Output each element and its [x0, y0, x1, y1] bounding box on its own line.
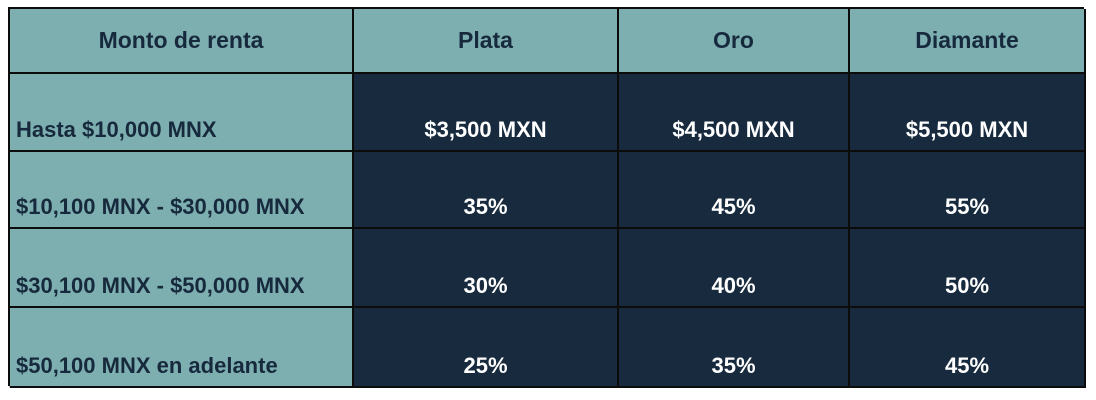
- cell-row1-diamante: $5,500 MXN: [850, 74, 1086, 152]
- cell-row3-diamante: 50%: [850, 229, 1086, 308]
- column-header-plata: Plata: [354, 9, 619, 74]
- cell-row4-diamante: 45%: [850, 308, 1086, 388]
- column-header-monto-de-renta: Monto de renta: [10, 9, 354, 74]
- row-label-hasta-10000: Hasta $10,000 MNX: [10, 74, 354, 152]
- cell-row3-oro: 40%: [619, 229, 850, 308]
- cell-row2-plata: 35%: [354, 152, 619, 229]
- cell-row1-oro: $4,500 MXN: [619, 74, 850, 152]
- row-label-10100-30000: $10,100 MNX - $30,000 MNX: [10, 152, 354, 229]
- cell-row2-oro: 45%: [619, 152, 850, 229]
- row-label-30100-50000: $30,100 MNX - $50,000 MNX: [10, 229, 354, 308]
- column-header-oro: Oro: [619, 9, 850, 74]
- row-label-50100-en-adelante: $50,100 MNX en adelante: [10, 308, 354, 388]
- cell-row2-diamante: 55%: [850, 152, 1086, 229]
- cell-row1-plata: $3,500 MXN: [354, 74, 619, 152]
- column-header-diamante: Diamante: [850, 9, 1086, 74]
- cell-row3-plata: 30%: [354, 229, 619, 308]
- pricing-table: Monto de renta Plata Oro Diamante Hasta …: [8, 7, 1086, 388]
- cell-row4-plata: 25%: [354, 308, 619, 388]
- cell-row4-oro: 35%: [619, 308, 850, 388]
